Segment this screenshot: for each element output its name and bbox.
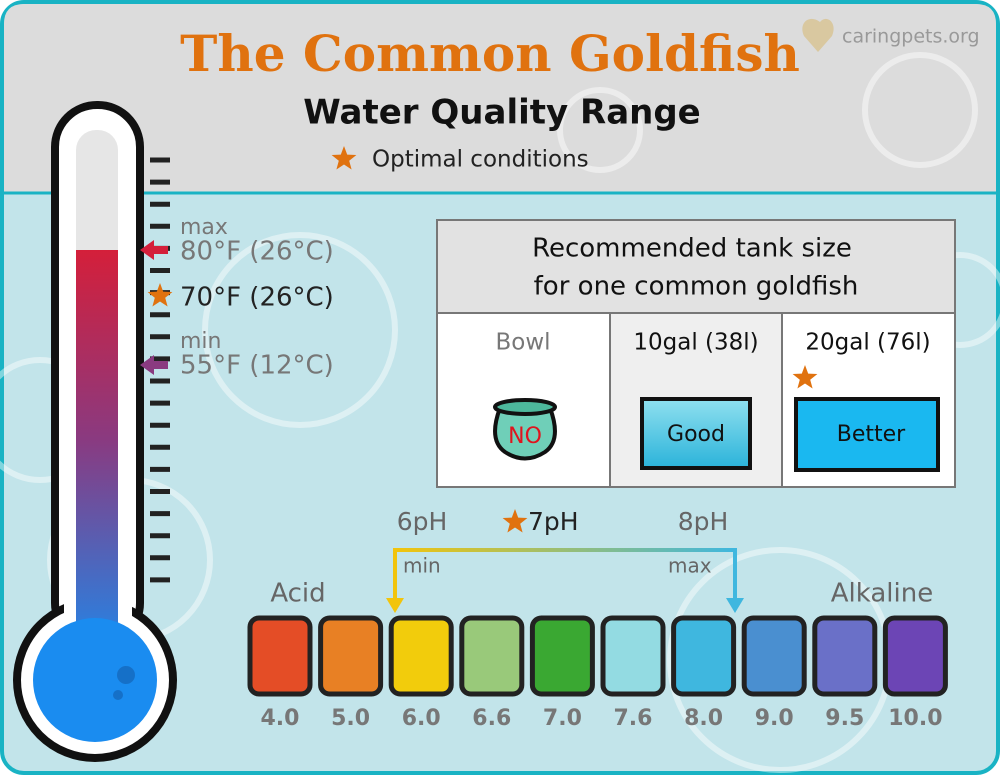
ph-value: 8.0 — [684, 706, 723, 731]
ph-optimal: 7pH — [528, 507, 579, 536]
tank-title: for one common goldfish — [534, 272, 859, 302]
ph-bracket — [393, 548, 737, 600]
better-badge — [794, 397, 940, 472]
optimal-star — [502, 509, 528, 533]
tank-title: Recommended tank size — [532, 234, 852, 264]
thermometer — [13, 101, 177, 762]
header-band — [4, 4, 996, 193]
max-temp: 80°F (26°C) — [180, 237, 334, 267]
ph-value: 7.6 — [614, 706, 653, 731]
ph-swatch — [318, 615, 384, 697]
ph-value: 4.0 — [261, 706, 300, 731]
ph-value: 6.6 — [472, 706, 511, 731]
title: The Common Goldfish — [180, 24, 800, 83]
ph-arrow — [386, 598, 404, 613]
legend-star — [331, 146, 357, 170]
ph-value: 9.0 — [755, 706, 794, 731]
star — [792, 365, 818, 389]
ph-value: 7.0 — [543, 706, 582, 731]
optimal-star — [147, 283, 173, 307]
bowl-verdict: NO — [508, 424, 542, 449]
min-arrow — [140, 355, 168, 375]
optimal-temp: 70°F (26°C) — [180, 283, 334, 313]
ph-value: 10.0 — [888, 706, 942, 731]
ph-swatch — [882, 615, 948, 697]
ph-swatch — [741, 615, 807, 697]
ph-scale: 4.0 5.0 6.0 6.6 7.0 7.6 8.0 9.0 9.5 10.0 — [247, 615, 948, 731]
ph-min: 6pH — [397, 507, 448, 536]
tank-size: Bowl — [495, 330, 550, 356]
ph-swatch — [247, 615, 313, 697]
alkaline-label: Alkaline — [831, 579, 933, 609]
tank-size: 10gal (38l) — [633, 330, 758, 356]
optimal-star — [792, 365, 818, 389]
ph-value: 6.0 — [402, 706, 441, 731]
max-label: max — [180, 215, 228, 240]
ph-value: 5.0 — [331, 706, 370, 731]
better-verdict: Better — [837, 422, 906, 447]
tank-size: 20gal (76l) — [805, 330, 930, 356]
site-name: caringpets.org — [842, 26, 980, 48]
ph-max: 8pH — [678, 507, 729, 536]
ph-swatch — [388, 615, 454, 697]
min-temp: 55°F (12°C) — [180, 351, 334, 381]
good-badge — [640, 397, 752, 470]
ph-swatch — [671, 615, 737, 697]
acid-label: Acid — [270, 579, 325, 609]
star — [331, 146, 357, 170]
legend-label: Optimal conditions — [372, 147, 589, 173]
ph-swatch — [529, 615, 595, 697]
max-arrow — [140, 240, 168, 260]
ph-swatch — [459, 615, 525, 697]
subtitle: Water Quality Range — [303, 93, 701, 133]
site-logo — [802, 18, 834, 52]
ph-swatch — [812, 615, 878, 697]
ph-arrow — [726, 598, 744, 613]
ph-value: 9.5 — [825, 706, 864, 731]
min-label: min — [180, 329, 222, 354]
star — [502, 509, 528, 533]
ph-min-label: min — [403, 554, 441, 578]
ph-max-label: max — [668, 554, 712, 578]
star — [147, 283, 173, 307]
bowl-icon — [493, 398, 557, 461]
ph-swatch — [600, 615, 666, 697]
good-verdict: Good — [667, 422, 725, 447]
